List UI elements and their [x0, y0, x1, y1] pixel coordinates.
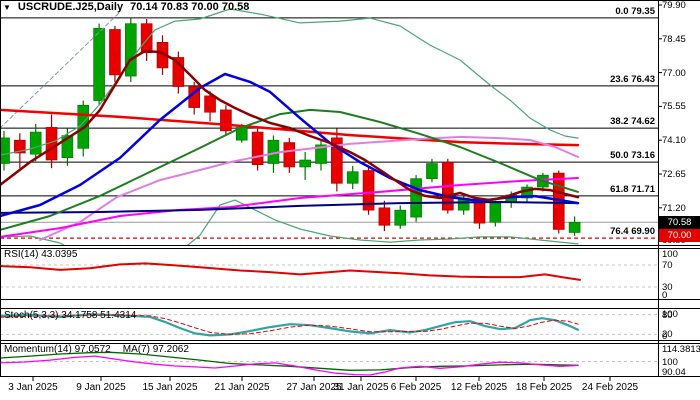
bid-price-badge: 70.00	[659, 229, 700, 242]
date-tick-label: 21 Jan 2025	[214, 382, 270, 393]
indicator-scale-label: 0	[662, 289, 668, 301]
date-tick-label: 27 Jan 2025	[286, 382, 342, 393]
symbol-period-title: USCRUDE.J25,Daily	[17, 1, 124, 13]
date-tick-label: 12 Feb 2025	[450, 382, 508, 393]
date-tick-label: 6 Feb 2025	[390, 382, 442, 393]
chart-title-bar: ▼ USCRUDE.J25,Daily 70.14 70.83 70.00 70…	[3, 1, 249, 13]
fib-level-label: 50.0 73.16	[610, 150, 655, 162]
price-tick-label: 72.65	[662, 168, 686, 180]
price-tick-label: 75.55	[662, 101, 686, 113]
indicator-scale-label: 100	[662, 356, 678, 368]
fib-level-label: 23.6 76.43	[610, 73, 655, 85]
fib-level-label: 76.4 69.90	[610, 226, 655, 238]
indicator-scale-label: 100	[662, 249, 678, 260]
indicator-scale-label: 100	[662, 309, 678, 320]
last-price-badge: 70.58	[659, 216, 700, 229]
indicator-scale-label: 90.04	[662, 366, 686, 378]
price-tick-label: 71.20	[662, 202, 686, 214]
fib-level-label: 0.0 79.35	[615, 5, 655, 17]
price-tick-label: 77.00	[662, 67, 686, 79]
indicator-scale-label: 114.3813	[662, 344, 700, 355]
indicator-scale-label: 0	[662, 330, 668, 342]
date-tick-label: 9 Jan 2025	[76, 382, 126, 393]
price-tick-label: 78.45	[662, 33, 686, 45]
indicator-scale-label: 70	[662, 260, 673, 271]
date-tick-label: 18 Feb 2025	[515, 382, 573, 393]
date-tick-label: 24 Feb 2025	[581, 382, 639, 393]
rsi-indicator-label: RSI(14) 43.0395	[4, 249, 78, 260]
date-tick-label: 3 Jan 2025	[8, 382, 58, 393]
fib-level-label: 61.8 71.71	[610, 183, 655, 195]
fib-level-label: 38.2 74.62	[610, 116, 655, 128]
stoch-indicator-label: Stoch(5,3,3) 34.1758 51.4314	[4, 310, 137, 321]
symbol-dropdown-icon[interactable]: ▼	[3, 2, 11, 12]
date-tick-label: 31 Jan 2025	[333, 382, 389, 393]
ohlc-values: 70.14 70.83 70.00 70.58	[130, 1, 250, 13]
indicator-scale-label: 30	[662, 282, 673, 293]
price-tick-label: 74.10	[662, 135, 686, 147]
indicator-scale-label: 80	[662, 309, 673, 321]
momentum-indicator-label: Momentum(14) 97.0572 MA(7) 97.2062	[4, 344, 189, 355]
price-tick-label: 79.90	[662, 0, 686, 11]
momentum-ma-value-label: MA(7) 97.2062	[122, 344, 189, 355]
indicator-scale-label: 20	[662, 329, 673, 341]
momentum-value-label: Momentum(14) 97.0572	[4, 344, 111, 355]
date-tick-label: 15 Jan 2025	[142, 382, 198, 393]
